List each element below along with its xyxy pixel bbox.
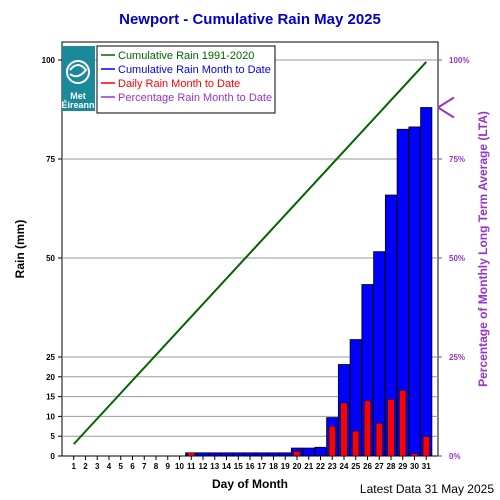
y2-tick-label-100: 100% bbox=[449, 56, 469, 65]
daily-bar-29 bbox=[399, 390, 407, 457]
x-tick-label-5: 5 bbox=[119, 462, 124, 471]
x-tick-label-28: 28 bbox=[387, 462, 396, 471]
chart-title: Newport - Cumulative Rain May 2025 bbox=[119, 11, 381, 28]
y-tick-label-5: 5 bbox=[51, 432, 56, 441]
x-tick-label-19: 19 bbox=[281, 462, 290, 471]
y2-axis-label: Percentage of Monthly Long Term Average … bbox=[476, 111, 490, 387]
lta-line-segment bbox=[73, 61, 427, 445]
legend-box bbox=[96, 45, 276, 114]
x-tick-label-18: 18 bbox=[269, 462, 278, 471]
y2-tick-label-25: 25% bbox=[449, 353, 465, 362]
daily-bar-30 bbox=[411, 453, 418, 457]
y-tick-label-20: 20 bbox=[46, 373, 55, 382]
cum-bar-13 bbox=[208, 452, 221, 457]
legend-entry-4: Percentage Rain Month to Date bbox=[118, 92, 272, 104]
x-tick-label-20: 20 bbox=[293, 462, 302, 471]
cum-bar-31 bbox=[420, 107, 433, 457]
x-tick-label-13: 13 bbox=[210, 462, 219, 471]
daily-bar-22 bbox=[317, 454, 324, 457]
x-tick-label-27: 27 bbox=[375, 462, 384, 471]
x-tick-label-16: 16 bbox=[246, 462, 255, 471]
percentage-marker bbox=[437, 96, 455, 119]
x-tick-label-15: 15 bbox=[234, 462, 243, 471]
x-tick-label-9: 9 bbox=[166, 462, 171, 471]
x-tick-label-3: 3 bbox=[95, 462, 100, 471]
y2-tick-label-75: 75% bbox=[449, 155, 465, 164]
logo-text-line1: Met bbox=[70, 91, 86, 101]
daily-bar-25 bbox=[352, 430, 360, 457]
daily-bar-31 bbox=[422, 436, 430, 457]
chart-legend: Cumulative Rain 1991-2020 Cumulative Rain… bbox=[96, 45, 276, 114]
cum-bar-15 bbox=[232, 452, 245, 457]
y2-axis-ticks: 0% 25% 50% 75% 100% bbox=[438, 56, 469, 461]
x-tick-label-25: 25 bbox=[351, 462, 360, 471]
lta-line bbox=[73, 61, 427, 445]
cum-bar-14 bbox=[220, 452, 233, 457]
x-tick-label-17: 17 bbox=[257, 462, 266, 471]
latest-data-footer: Latest Data 31 May 2025 bbox=[360, 482, 494, 496]
x-tick-label-26: 26 bbox=[363, 462, 372, 471]
x-tick-label-4: 4 bbox=[107, 462, 112, 471]
daily-bar-23 bbox=[328, 426, 336, 457]
x-tick-label-7: 7 bbox=[142, 462, 147, 471]
x-tick-label-24: 24 bbox=[340, 462, 349, 471]
cum-bar-17 bbox=[255, 452, 268, 457]
legend-entry-2: Cumulative Rain Month to Date bbox=[118, 64, 271, 76]
daily-bar-11 bbox=[187, 452, 195, 457]
y-tick-label-100: 100 bbox=[42, 56, 56, 65]
cum-bar-21 bbox=[302, 447, 315, 457]
x-axis-ticks: 1 2 3 4 5 6 7 8 9 10 11 12 13 14 15 16 17 18 19 20 21 22 23 24 2… bbox=[72, 456, 431, 471]
cum-bar-19 bbox=[279, 452, 292, 457]
cum-bar-22 bbox=[314, 446, 327, 457]
x-tick-label-6: 6 bbox=[130, 462, 135, 471]
cum-bar-18 bbox=[267, 452, 280, 457]
y-axis-ticks: 0 5 10 15 20 25 50 75 100 bbox=[42, 56, 62, 461]
x-tick-label-2: 2 bbox=[83, 462, 88, 471]
y-tick-label-75: 75 bbox=[46, 155, 55, 164]
y-tick-label-50: 50 bbox=[46, 254, 55, 263]
logo-text-line2: Éireann bbox=[61, 100, 94, 110]
daily-bar-28 bbox=[387, 399, 395, 457]
x-tick-label-22: 22 bbox=[316, 462, 325, 471]
x-tick-label-11: 11 bbox=[187, 462, 196, 471]
daily-bars bbox=[187, 390, 430, 457]
daily-bar-24 bbox=[340, 402, 348, 457]
x-tick-label-21: 21 bbox=[304, 462, 313, 471]
logo-swirl-icon bbox=[66, 60, 90, 84]
x-tick-label-10: 10 bbox=[175, 462, 184, 471]
percentage-arrow-icon bbox=[437, 96, 455, 119]
cum-bar-16 bbox=[243, 452, 257, 457]
x-tick-label-14: 14 bbox=[222, 462, 231, 471]
cum-bar-30 bbox=[408, 126, 421, 457]
y-tick-label-25: 25 bbox=[46, 353, 55, 362]
y2-tick-label-50: 50% bbox=[449, 254, 465, 263]
cum-bar-12 bbox=[196, 452, 210, 457]
legend-entry-1: Cumulative Rain 1991-2020 bbox=[118, 50, 254, 62]
x-tick-label-23: 23 bbox=[328, 462, 337, 471]
y-tick-label-0: 0 bbox=[51, 452, 56, 461]
y-axis-label: Rain (mm) bbox=[13, 220, 27, 279]
x-tick-label-30: 30 bbox=[410, 462, 419, 471]
x-tick-label-12: 12 bbox=[199, 462, 208, 471]
met-eireann-logo: Met Éireann bbox=[61, 46, 95, 111]
x-tick-label-31: 31 bbox=[422, 462, 431, 471]
daily-bar-27 bbox=[375, 422, 383, 457]
y2-tick-label-0: 0% bbox=[449, 452, 461, 461]
daily-bar-20 bbox=[293, 450, 301, 457]
y-tick-label-15: 15 bbox=[46, 393, 55, 402]
x-tick-label-29: 29 bbox=[398, 462, 407, 471]
daily-bar-26 bbox=[364, 400, 371, 457]
y-tick-label-10: 10 bbox=[46, 412, 55, 421]
legend-entry-3: Daily Rain Month to Date bbox=[118, 78, 240, 90]
x-axis-label: Day of Month bbox=[212, 477, 288, 491]
x-tick-label-1: 1 bbox=[72, 462, 77, 471]
x-tick-label-8: 8 bbox=[154, 462, 159, 471]
